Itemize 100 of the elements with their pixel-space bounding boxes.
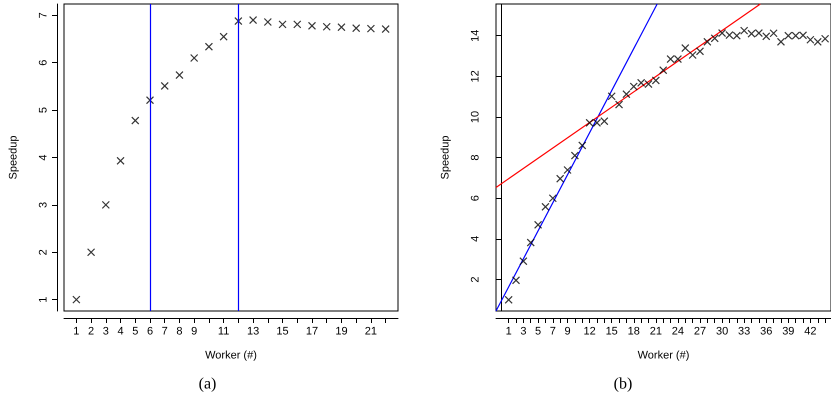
point (534, 220, 542, 229)
x-tick-label: 15 (606, 326, 618, 338)
point (102, 200, 110, 209)
x-tick-label: 7 (550, 326, 556, 338)
point (592, 118, 602, 127)
point (718, 28, 726, 38)
x-tick-label: 33 (738, 326, 750, 338)
y-tick-label: 6 (470, 195, 482, 202)
point (160, 82, 169, 90)
point (776, 38, 786, 46)
y-tick-label: 6 (38, 60, 50, 66)
point (86, 248, 96, 256)
point (696, 47, 704, 56)
point (337, 23, 346, 32)
point (519, 257, 528, 266)
x-tick-label: 39 (782, 326, 794, 338)
point (366, 24, 376, 33)
point (622, 90, 631, 98)
x-tick-label: 5 (132, 326, 138, 338)
y-tick-label: 4 (470, 236, 482, 242)
point (278, 20, 287, 28)
point (674, 54, 682, 64)
point (725, 30, 734, 40)
point (131, 116, 140, 125)
point (637, 78, 646, 87)
point (821, 34, 830, 43)
point (264, 18, 272, 26)
point (762, 32, 770, 40)
point (614, 100, 624, 109)
text: (b) (614, 376, 632, 392)
x-tick-label: 4 (117, 326, 124, 338)
point (116, 156, 125, 165)
point (754, 28, 763, 38)
point (563, 166, 572, 174)
point (784, 32, 792, 40)
x-tick-label: 21 (650, 326, 662, 338)
point (710, 34, 719, 42)
y-tick-label: 8 (470, 154, 482, 161)
point (578, 141, 586, 150)
point (204, 42, 214, 51)
point (570, 151, 579, 160)
point (322, 22, 331, 31)
point (688, 50, 697, 60)
x-tick-label: 15 (276, 326, 289, 338)
point (352, 24, 360, 32)
point (504, 296, 513, 304)
point (644, 80, 653, 88)
point (72, 296, 80, 304)
point (769, 29, 778, 38)
x-tick-label: 12 (583, 326, 596, 338)
x-tick-label: 9 (191, 326, 198, 338)
point (175, 70, 184, 80)
point (293, 20, 302, 28)
point (630, 82, 638, 91)
x-tick-label: 24 (672, 326, 684, 338)
y-tick-label: 5 (38, 107, 50, 114)
point (814, 38, 822, 46)
y-tick-label: 7 (38, 12, 50, 18)
x-tick-label: 30 (716, 326, 728, 338)
point (747, 30, 756, 38)
point (806, 36, 814, 44)
y-tick-label: 4 (38, 154, 50, 161)
point (681, 44, 690, 52)
point (556, 174, 564, 183)
x-tick-label: 36 (760, 326, 772, 338)
point (600, 117, 608, 126)
y-tick-label: 14 (470, 30, 482, 42)
point (526, 238, 535, 247)
y-tick-label: 2 (38, 249, 50, 256)
x-tick-label: 11 (218, 326, 230, 338)
point (190, 54, 198, 62)
point (548, 194, 557, 202)
x-tick-label: 3 (520, 326, 526, 338)
y-tick-label: 3 (38, 202, 50, 208)
y-axis-title: Speedup (8, 135, 20, 180)
point (234, 16, 242, 26)
x-axis-title: Worker (#) (638, 350, 690, 362)
x-tick-label: 1 (506, 326, 512, 338)
x-tick-label: 9 (564, 326, 571, 338)
point (308, 22, 316, 30)
point (541, 202, 550, 211)
point (798, 31, 808, 40)
x-tick-label: 7 (162, 326, 168, 338)
point (666, 54, 675, 64)
point (659, 66, 668, 74)
x-tick-label: 19 (335, 326, 348, 338)
x-tick-label: 17 (306, 326, 318, 338)
y-axis-title: Speedup (440, 135, 452, 180)
x-tick-label: 5 (535, 326, 542, 338)
point (792, 32, 800, 40)
point (248, 16, 258, 24)
point (740, 26, 748, 35)
point (703, 38, 712, 46)
y-tick-label: 1 (38, 296, 50, 303)
x-tick-label: 6 (146, 326, 154, 338)
x-tick-label: 8 (176, 326, 183, 338)
point (652, 76, 660, 84)
x-tick-label: 18 (628, 326, 640, 338)
x-tick-label: 1 (73, 326, 80, 338)
x-tick-label: 13 (246, 326, 260, 338)
